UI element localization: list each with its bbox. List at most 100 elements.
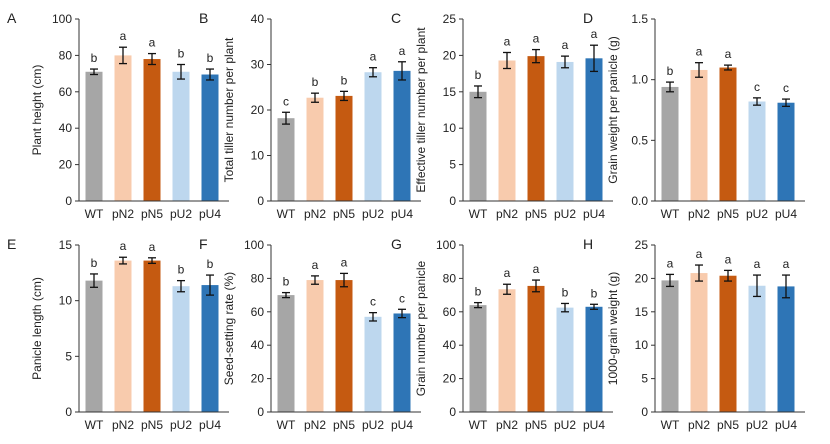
significance-letter: b xyxy=(178,47,185,61)
bar xyxy=(306,280,324,412)
bar xyxy=(498,289,516,412)
significance-letter: a xyxy=(696,45,703,59)
y-tick-label: 100 xyxy=(244,238,264,252)
significance-letter: a xyxy=(533,262,540,276)
y-tick-label: 60 xyxy=(59,85,73,99)
x-tick-label: pU2 xyxy=(170,207,192,221)
bar xyxy=(748,285,766,412)
y-axis-label: Effective tiller number per plant xyxy=(414,27,428,193)
y-tick-label: 5 xyxy=(449,158,456,172)
significance-letter: a xyxy=(399,44,406,58)
y-tick-label: 1.0 xyxy=(631,73,648,87)
significance-letter: a xyxy=(504,266,511,280)
significance-letter: a xyxy=(341,255,348,269)
panel-g: G Grain number per panicle 0 20 40 60 80 100 b WT… xyxy=(391,236,613,432)
panel-label: C xyxy=(391,10,401,26)
x-tick-label: pN5 xyxy=(717,418,739,432)
significance-letter: b xyxy=(667,64,674,78)
bar xyxy=(335,95,353,201)
bar xyxy=(661,280,679,412)
x-tick-label: pU4 xyxy=(391,207,413,221)
y-tick-label: 0 xyxy=(65,405,72,419)
bar xyxy=(306,97,324,201)
y-tick-label: 40 xyxy=(443,338,457,352)
x-tick-label: pN2 xyxy=(496,207,518,221)
y-tick-label: 20 xyxy=(635,271,649,285)
bar xyxy=(114,260,132,412)
significance-letter: c xyxy=(783,81,789,95)
significance-letter: b xyxy=(475,285,482,299)
bar xyxy=(690,69,708,202)
y-tick-label: 10 xyxy=(251,149,265,163)
y-tick-label: 5 xyxy=(641,372,648,386)
y-axis-label: Panicle length (cm) xyxy=(30,277,44,380)
panel-a: A Plant height (cm) 0 20 40 60 80 100 b WT a pN2 a pN… xyxy=(7,10,229,221)
bar xyxy=(585,306,603,412)
bar xyxy=(469,91,487,201)
y-tick-label: 1.5 xyxy=(631,12,648,26)
bar xyxy=(335,280,353,412)
bar xyxy=(85,280,103,412)
significance-letter: a xyxy=(149,36,156,50)
significance-letter: a xyxy=(696,247,703,261)
y-tick-label: 20 xyxy=(443,48,457,62)
significance-letter: b xyxy=(312,75,319,89)
y-tick-label: 60 xyxy=(251,305,265,319)
y-tick-label: 40 xyxy=(251,338,265,352)
bar xyxy=(719,67,737,202)
y-axis-label: Plant height (cm) xyxy=(30,65,44,156)
y-axis-label: Seed-setting rate (%) xyxy=(222,272,236,385)
significance-letter: b xyxy=(283,275,290,289)
x-tick-label: pU4 xyxy=(199,207,221,221)
x-tick-label: pU2 xyxy=(746,207,768,221)
x-tick-label: pU4 xyxy=(199,418,221,432)
panel-label: G xyxy=(391,236,402,252)
bar xyxy=(527,285,545,412)
x-tick-label: pU4 xyxy=(583,418,605,432)
bar xyxy=(498,60,516,201)
x-tick-label: pN5 xyxy=(525,207,547,221)
y-tick-label: 15 xyxy=(635,305,649,319)
x-tick-label: WT xyxy=(661,207,680,221)
x-tick-label: WT xyxy=(85,418,104,432)
y-tick-label: 10 xyxy=(443,121,457,135)
bar xyxy=(690,273,708,412)
bar xyxy=(201,74,219,201)
panel-label: E xyxy=(7,236,16,252)
x-tick-label: pU4 xyxy=(583,207,605,221)
x-tick-label: pU4 xyxy=(775,418,797,432)
panel-h: H 1000-grain weight (g) 0 5 10 15 20 25 a WT a pN2 a… xyxy=(583,236,805,432)
significance-letter: a xyxy=(783,257,790,271)
significance-letter: a xyxy=(725,252,732,266)
significance-letter: a xyxy=(533,32,540,46)
panel-label: A xyxy=(7,10,17,26)
bar xyxy=(364,316,382,412)
bar xyxy=(172,286,190,412)
panel-f: F Seed-setting rate (%) 0 20 40 60 80 100 b WT a pN… xyxy=(199,236,421,432)
x-tick-label: pN2 xyxy=(496,418,518,432)
y-tick-label: 60 xyxy=(443,305,457,319)
x-tick-label: pN2 xyxy=(112,418,134,432)
y-tick-label: 80 xyxy=(251,271,265,285)
bar xyxy=(661,86,679,201)
significance-letter: a xyxy=(667,256,674,270)
significance-letter: a xyxy=(754,257,761,271)
x-tick-label: pU4 xyxy=(391,418,413,432)
bar xyxy=(556,307,574,412)
significance-letter: b xyxy=(475,68,482,82)
significance-letter: a xyxy=(120,239,127,253)
x-tick-label: WT xyxy=(469,418,488,432)
x-tick-label: pN5 xyxy=(333,418,355,432)
bar xyxy=(393,70,411,202)
bar xyxy=(114,55,132,202)
y-axis-label: Grain number per panicle xyxy=(414,260,428,396)
y-tick-label: 0 xyxy=(449,194,456,208)
significance-letter: a xyxy=(370,50,377,64)
bar xyxy=(393,313,411,412)
bar xyxy=(748,101,766,201)
bar xyxy=(527,56,545,202)
y-tick-label: 100 xyxy=(52,12,72,26)
x-tick-label: WT xyxy=(469,207,488,221)
x-tick-label: pN2 xyxy=(304,207,326,221)
